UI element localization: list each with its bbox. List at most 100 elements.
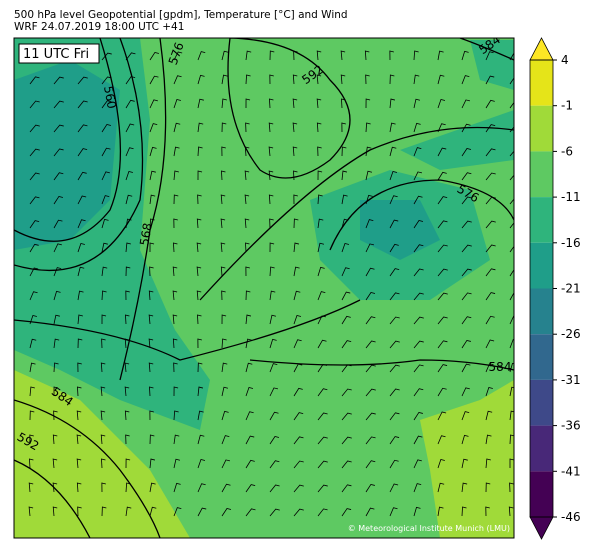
colorbar-band <box>530 288 553 335</box>
wind-barb <box>437 74 445 85</box>
colorbar-tick-label: -16 <box>561 236 581 250</box>
wind-barb <box>389 122 396 133</box>
wind-barb <box>221 435 230 445</box>
colorbar-tick-label: -46 <box>561 510 581 524</box>
colorbar-tick-label: -21 <box>561 282 581 296</box>
wind-barb <box>293 412 304 421</box>
wind-barb <box>365 170 373 181</box>
wind-barb <box>413 195 423 205</box>
wind-barb <box>221 410 229 421</box>
wind-barb <box>389 219 399 229</box>
wind-barb <box>100 362 106 373</box>
wind-barb <box>461 339 471 349</box>
wind-barb <box>149 75 159 85</box>
wind-barb <box>340 50 346 61</box>
wind-barb <box>101 338 106 349</box>
wind-barb <box>53 267 62 277</box>
wind-barb <box>269 387 279 397</box>
wind-barb <box>196 218 202 229</box>
wind-barb <box>52 434 58 445</box>
wind-barb <box>389 74 395 85</box>
wind-barb <box>485 99 495 109</box>
wind-barb <box>316 98 322 109</box>
wind-barb <box>437 123 446 133</box>
wind-barb <box>149 506 157 517</box>
wind-barb <box>485 482 491 493</box>
wind-barb <box>149 242 155 253</box>
wind-barb <box>341 436 352 445</box>
wind-barb <box>269 74 274 85</box>
wind-barb <box>29 148 40 157</box>
wind-barb <box>196 290 202 301</box>
wind-barb <box>269 338 277 349</box>
colorbar-tick-label: -31 <box>561 373 581 387</box>
wind-barb <box>197 483 206 493</box>
wind-barb <box>125 218 132 229</box>
wind-barb <box>29 124 40 133</box>
wind-barb <box>77 242 85 253</box>
wind-barb <box>509 245 514 253</box>
wind-barb <box>509 434 514 445</box>
wind-barb <box>341 98 346 109</box>
wind-barb <box>197 434 205 445</box>
wind-barb <box>485 386 493 397</box>
wind-barb <box>293 218 299 229</box>
wind-barb <box>293 436 304 445</box>
wind-barb <box>509 150 514 157</box>
wind-barb <box>461 411 470 421</box>
wind-barb <box>173 434 180 445</box>
wind-barb <box>269 218 274 229</box>
wind-barb <box>389 292 400 301</box>
wind-barb <box>53 148 64 157</box>
wind-barb <box>173 242 178 253</box>
wind-barb <box>316 122 322 133</box>
colorbar-band <box>530 60 553 106</box>
wind-barb <box>125 434 130 445</box>
wind-barb <box>317 315 327 325</box>
wind-barb <box>341 412 352 421</box>
wind-barb <box>245 484 256 493</box>
wind-barb <box>101 242 108 253</box>
wind-barb <box>197 122 204 133</box>
wind-barb <box>52 458 58 469</box>
wind-barb <box>221 290 226 301</box>
wind-barb <box>53 290 61 301</box>
wind-barb <box>365 460 376 469</box>
wind-barb <box>341 460 352 469</box>
wind-barb <box>77 195 87 205</box>
wind-barb <box>125 266 131 277</box>
wind-barb <box>77 124 88 133</box>
wind-barb <box>341 291 351 301</box>
wind-barb <box>220 218 226 229</box>
wind-barb <box>461 316 472 325</box>
wind-barb <box>172 314 178 325</box>
wind-barb <box>221 483 231 493</box>
wind-barb <box>341 194 348 205</box>
wind-barb <box>245 435 255 445</box>
wind-barb <box>437 340 448 349</box>
wind-barb <box>509 339 514 349</box>
wind-barb <box>341 267 350 277</box>
wind-barb <box>29 434 34 445</box>
contour-label: 584 <box>489 360 512 374</box>
wind-barb <box>413 74 420 85</box>
colorbar-tick-label: -1 <box>561 99 573 113</box>
wind-barb <box>269 436 280 445</box>
wind-barb <box>173 507 182 517</box>
wind-barb <box>389 146 397 157</box>
wind-barb <box>148 362 154 373</box>
wind-barb <box>29 76 40 85</box>
wind-barb <box>196 266 202 277</box>
wind-barb <box>509 269 514 277</box>
wind-barb <box>125 170 133 181</box>
wind-barb <box>269 484 280 493</box>
wind-barb <box>485 244 496 253</box>
wind-barb <box>245 122 250 133</box>
wind-barb <box>29 196 40 205</box>
wind-barb <box>413 411 423 421</box>
wind-barb <box>485 363 494 373</box>
colorbar-band <box>530 425 553 472</box>
wind-barb <box>365 267 375 277</box>
wind-barb <box>173 194 179 205</box>
wind-barb <box>172 266 178 277</box>
